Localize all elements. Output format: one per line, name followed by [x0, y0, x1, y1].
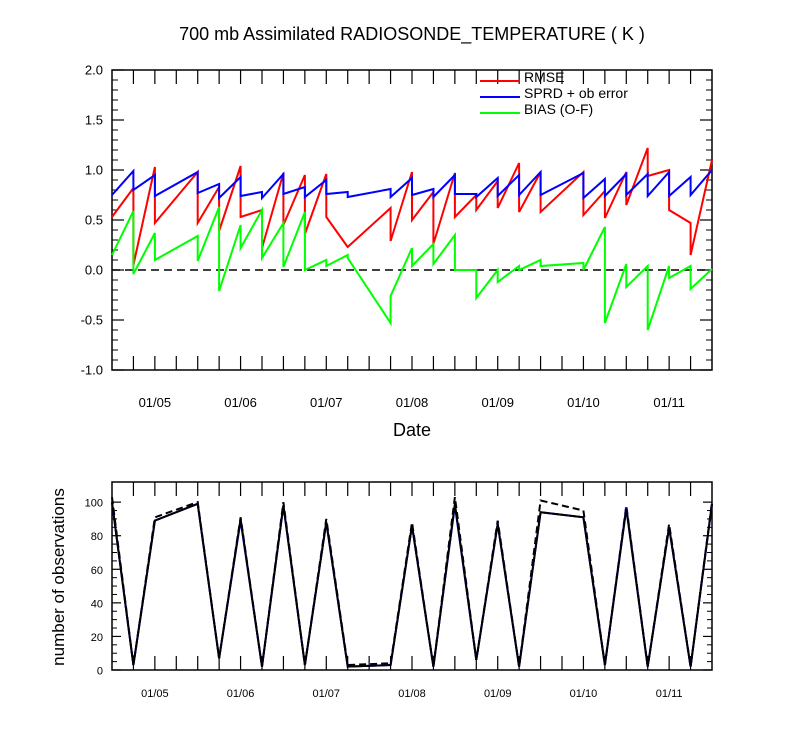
- y-tick-label: 60: [91, 565, 103, 577]
- y-tick-label: 100: [85, 498, 103, 510]
- y-axis-label: number of observations: [49, 488, 68, 666]
- x-tick-label: 01/05: [139, 395, 172, 410]
- legend-label-0: RMSE: [524, 69, 564, 85]
- x-tick-label: 01/10: [567, 395, 600, 410]
- series-line-2: [111, 206, 713, 331]
- x-tick-label: 01/11: [653, 395, 685, 410]
- legend-label-1: SPRD + ob error: [524, 85, 628, 101]
- y-tick-label: -1.0: [81, 363, 103, 378]
- y-tick-label: 0.0: [85, 263, 103, 278]
- x-axis-label: Date: [393, 420, 431, 440]
- x-tick-label: 01/07: [310, 395, 343, 410]
- y-tick-label: 1.5: [85, 113, 103, 128]
- x-tick-label: 01/09: [481, 395, 514, 410]
- top-plot: 01/05 01/06 01/07 01/08 01/09 01/10 01/11 -1.0 -…: [81, 63, 713, 410]
- x-tick-label: 01/10: [570, 688, 598, 700]
- x-tick-label: 01/08: [398, 688, 426, 700]
- y-tick-label: -0.5: [81, 313, 103, 328]
- chart-title: 700 mb Assimilated RADIOSONDE_TEMPERATUR…: [179, 24, 645, 45]
- y-tick-label: 40: [91, 598, 103, 610]
- y-tick-label: 0.5: [85, 213, 103, 228]
- y-tick-label: 0: [97, 666, 103, 678]
- y-tick-label: 20: [91, 632, 103, 644]
- y-tick-label: 2.0: [85, 63, 103, 78]
- x-tick-label: 01/09: [484, 688, 512, 700]
- y-tick-label: 80: [91, 531, 103, 543]
- x-tick-label: 01/06: [227, 688, 255, 700]
- bottom-plot: 01/05 01/06 01/07 01/08 01/09 01/10 01/11 0 20 40…: [85, 481, 713, 700]
- series-line-2: [111, 501, 713, 668]
- x-tick-label: 01/11: [656, 688, 683, 700]
- plot-frame: [111, 481, 713, 671]
- legend-label-2: BIAS (O-F): [524, 101, 593, 117]
- x-tick-label: 01/08: [396, 395, 429, 410]
- x-tick-label: 01/07: [313, 688, 341, 700]
- x-tick-label: 01/05: [141, 688, 169, 700]
- x-tick-label: 01/06: [224, 395, 257, 410]
- series-line-0: [111, 496, 713, 667]
- series-line-1: [111, 168, 713, 201]
- y-tick-label: 1.0: [85, 163, 103, 178]
